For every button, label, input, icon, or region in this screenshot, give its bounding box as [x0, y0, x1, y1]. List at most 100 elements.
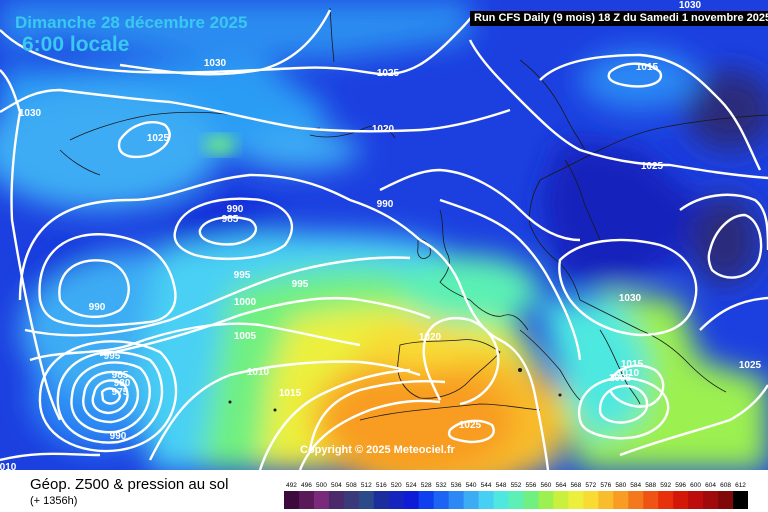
legend-value: 588: [645, 482, 656, 489]
legend-swatch: [703, 491, 719, 509]
isobar-label: 995: [104, 351, 121, 362]
legend-value: 584: [630, 482, 641, 489]
legend-value: 512: [361, 482, 372, 489]
legend-value: 576: [600, 482, 611, 489]
isobar-label: 1015: [279, 388, 302, 399]
isobar-label: 1005: [609, 373, 632, 384]
legend-value: 532: [436, 482, 447, 489]
legend-swatch: [298, 491, 315, 509]
legend-value: 508: [346, 482, 357, 489]
isobar-label: 1025: [739, 360, 762, 371]
legend-value: 552: [511, 482, 522, 489]
geopotential-map: 1030 1030 1025 1030 1025 1015 1020 1025 990 985 99…: [0, 0, 768, 470]
legend-value: 544: [481, 482, 492, 489]
legend-swatch: [568, 491, 584, 509]
isobar-label: 990: [377, 199, 394, 210]
isobar-label: 1025: [377, 68, 400, 79]
legend-swatch: [358, 491, 375, 509]
isobar-label: 1025: [147, 133, 170, 144]
legend-swatch: [583, 491, 599, 509]
isobar-label: 975: [112, 387, 129, 398]
lead-time-label: (+ 1356h): [30, 495, 78, 507]
legend-value: 556: [526, 482, 537, 489]
isobar-label: 1020: [419, 332, 442, 343]
isobar-label: 1025: [459, 420, 482, 431]
legend-swatch: [343, 491, 360, 509]
legend-value: 568: [570, 482, 581, 489]
legend-swatch: [313, 491, 330, 509]
coastlines: [59, 7, 768, 421]
legend-swatch: [448, 491, 465, 509]
map-details: [228, 368, 562, 412]
isobar-label: 1025: [641, 161, 664, 172]
legend-swatch: [673, 491, 689, 509]
legend-swatch: [463, 491, 480, 509]
legend-swatch: [598, 491, 614, 509]
legend-value: 560: [541, 482, 552, 489]
isobar-label: 980: [114, 378, 131, 389]
copyright-notice: Copyright © 2025 Meteociel.fr: [300, 444, 455, 456]
forecast-date: Dimanche 28 décembre 2025: [15, 13, 248, 32]
legend-value: 528: [421, 482, 432, 489]
isobar-label: 985: [222, 214, 239, 225]
isobar-label: 010: [0, 462, 17, 470]
isobar-label: 1010: [617, 368, 640, 379]
legend-swatch: [613, 491, 629, 509]
legend-value: 540: [466, 482, 477, 489]
legend-swatch: [538, 491, 554, 509]
legend-value: 524: [406, 482, 417, 489]
legend-value: 520: [391, 482, 402, 489]
legend-swatch: [478, 491, 495, 509]
isobar-label: 1030: [19, 108, 42, 119]
legend-swatch: [553, 491, 569, 509]
legend-value: 492: [286, 482, 297, 489]
legend-swatch: [718, 491, 734, 509]
isobar-label: 990: [89, 302, 106, 313]
legend-swatch: [328, 491, 345, 509]
legend-value: 572: [585, 482, 596, 489]
legend-swatch: [643, 491, 659, 509]
legend-swatch: [628, 491, 644, 509]
legend-value: 516: [376, 482, 387, 489]
legend-swatch: [388, 491, 405, 509]
legend-swatch: [418, 491, 435, 509]
run-info-banner: Run CFS Daily (9 mois) 18 Z du Samedi 1 …: [470, 11, 768, 26]
parameter-label: Géop. Z500 & pression au sol: [30, 476, 229, 493]
footer: Géop. Z500 & pression au sol (+ 1356h) 4…: [0, 470, 768, 512]
legend-swatch: [284, 491, 300, 509]
legend-swatch: [688, 491, 704, 509]
legend-swatch: [733, 491, 748, 509]
legend-value: 580: [615, 482, 626, 489]
forecast-time: 6:00 locale: [22, 33, 130, 56]
isobar-label: 1000: [234, 297, 257, 308]
legend-value: 608: [720, 482, 731, 489]
legend-value: 504: [331, 482, 342, 489]
legend-value: 600: [690, 482, 701, 489]
legend-swatch: [433, 491, 450, 509]
isobar-label: 995: [234, 270, 251, 281]
isobar-label: 985: [112, 370, 129, 381]
isobar-label: 1020: [372, 124, 395, 135]
legend-swatch: [523, 491, 539, 509]
isobars: [0, 9, 768, 470]
isobar-label: 1005: [234, 331, 257, 342]
isobar-label: 990: [110, 431, 127, 442]
legend-value: 496: [301, 482, 312, 489]
legend-value: 592: [660, 482, 671, 489]
legend-value: 604: [705, 482, 716, 489]
isobar-labels: 1030 1030 1025 1030 1025 1015 1020 1025 990 985 99…: [0, 0, 762, 470]
legend-swatch: [508, 491, 524, 509]
legend-value: 500: [316, 482, 327, 489]
legend-swatch: [658, 491, 674, 509]
isobar-label: 1030: [204, 58, 227, 69]
isobar-label: 1030: [679, 0, 702, 11]
legend-value: 612: [735, 482, 746, 489]
isobar-label: 1030: [619, 293, 642, 304]
isobar-label: 995: [292, 279, 309, 290]
legend-value: 596: [675, 482, 686, 489]
isobar-label: 1010: [247, 367, 270, 378]
legend-value: 548: [496, 482, 507, 489]
legend-value: 564: [555, 482, 566, 489]
legend-swatch: [493, 491, 510, 509]
